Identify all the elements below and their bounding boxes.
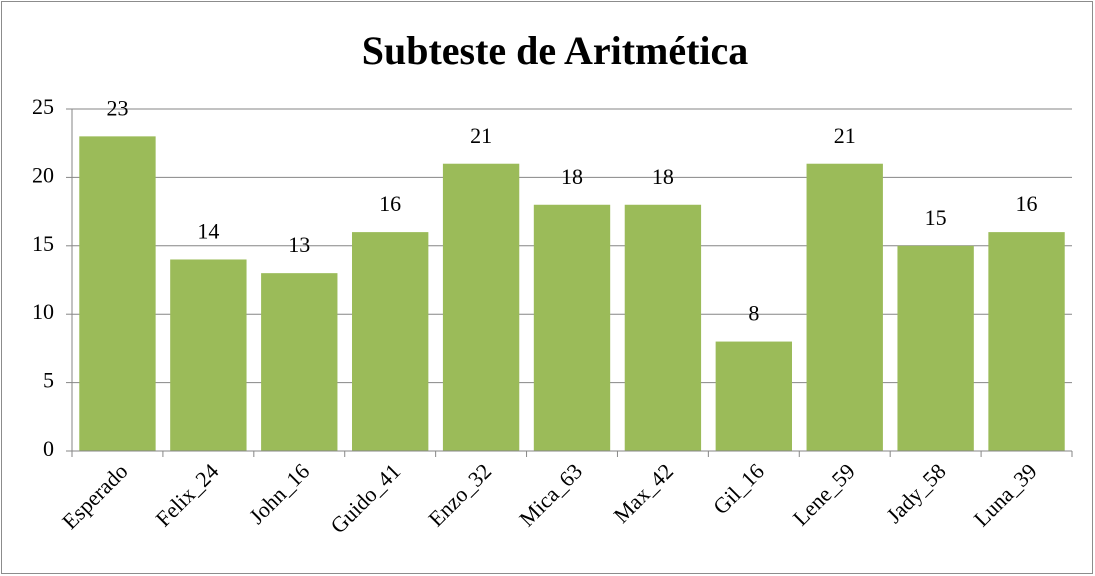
bar [533,204,611,451]
bar [624,204,702,451]
bar [442,163,520,451]
data-label: 23 [106,95,128,120]
data-label: 15 [925,205,947,230]
y-tick-label: 15 [32,231,54,256]
bar [715,341,792,451]
data-label: 16 [1016,191,1038,216]
bar [261,273,338,451]
data-label: 18 [561,164,583,189]
data-label: 14 [197,219,219,244]
bar [988,232,1065,451]
bar [897,245,974,451]
data-label: 21 [834,123,856,148]
data-label: 13 [288,232,310,257]
bar [352,232,429,451]
y-tick-label: 10 [32,299,54,324]
data-label: 18 [652,164,674,189]
data-label: 21 [470,123,492,148]
y-tick-label: 0 [43,436,54,461]
y-tick-label: 25 [32,94,54,119]
y-tick-label: 20 [32,162,54,187]
y-tick-label: 5 [43,368,54,393]
data-label: 8 [748,301,759,326]
bar [79,136,156,452]
bar [170,259,247,451]
data-label: 16 [379,191,401,216]
chart-title: Subteste de Aritmética [362,28,749,73]
bar [806,163,883,451]
